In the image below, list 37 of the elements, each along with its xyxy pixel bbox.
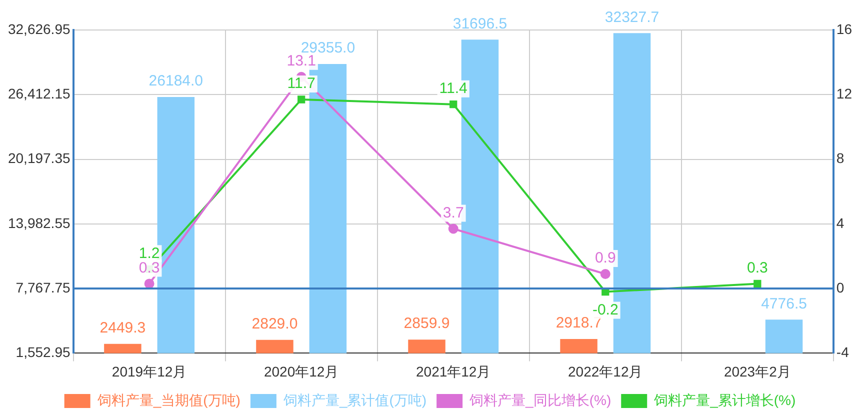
legend-label: 饲料产量_当期值(万吨) [96,392,240,408]
y2-tick-label: -4 [836,344,850,360]
data-label: 26184.0 [148,72,204,90]
y2-tick-label: 0 [836,279,844,296]
y-tick-label: 20,197.35 [8,150,70,166]
data-label: 2829.0 [252,316,298,333]
data-label: 0.3 [138,259,160,276]
data-label: 31696.5 [452,15,508,32]
x-tick-label: 2020年12月 [264,363,339,380]
x-tick-label: 2023年2月 [724,363,791,380]
data-label: 32327.7 [604,8,660,26]
y-tick-label: 7,767.75 [16,279,70,296]
y-tick-label: 13,982.55 [8,214,70,231]
data-label: 0.9 [594,250,616,267]
y-tick-label: 26,412.15 [8,86,70,102]
legend-label: 饲料产量_同比增长(%) [468,392,612,408]
y2-tick-label: 4 [836,214,844,231]
x-tick-label: 2019年12月 [112,363,187,380]
x-tick-label: 2021年12月 [416,363,491,380]
data-label: 2449.3 [100,320,146,337]
data-label: 11.7 [287,75,316,92]
y-tick-label: 32,626.95 [8,20,70,37]
legend-label: 饲料产量_累计值(万吨) [282,392,427,408]
data-label: -0.2 [592,301,618,318]
y2-tick-label: 12 [836,86,852,102]
data-label: 3.7 [442,204,464,222]
data-label: 0.3 [746,259,768,276]
data-label: 11.4 [439,80,468,97]
legend-label: 饲料产量_累计增长(%) [653,392,796,408]
data-label: 13.1 [286,52,316,70]
data-label: 1.2 [138,244,160,262]
y2-tick-label: 16 [836,20,852,37]
y2-tick-label: 8 [836,150,844,166]
data-label: 2859.9 [404,315,450,332]
data-label: 4776.5 [761,295,807,312]
x-tick-label: 2022年12月 [568,363,643,380]
y-tick-label: 1,552.95 [16,344,70,360]
